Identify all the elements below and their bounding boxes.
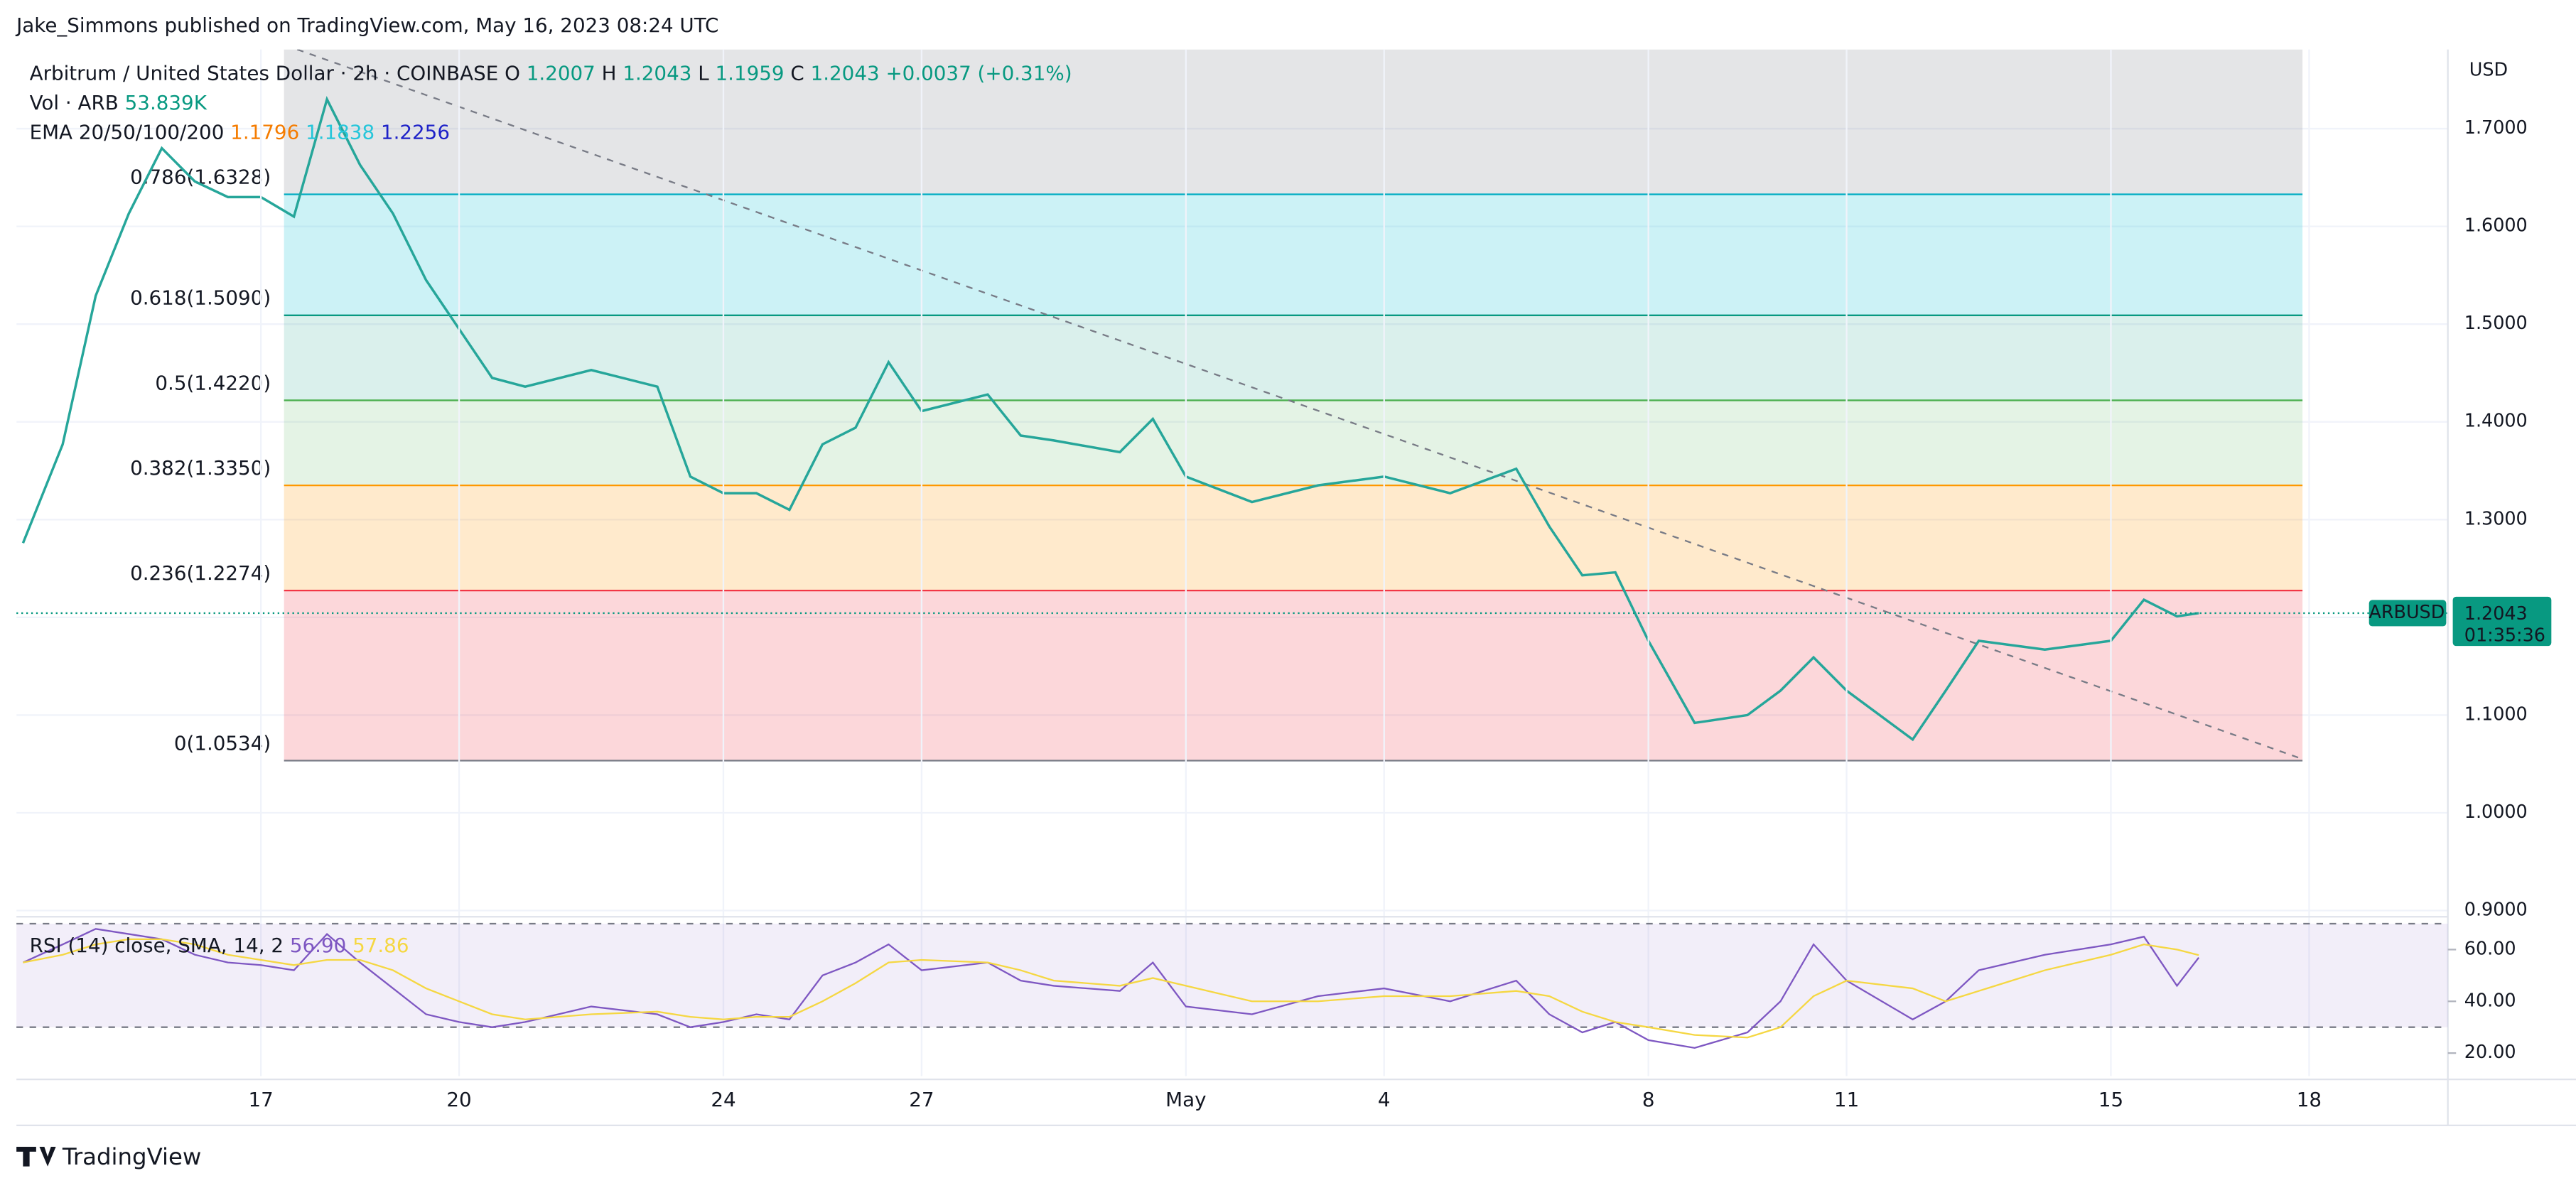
ema-value: 1.1796	[230, 121, 299, 144]
fib-band	[284, 49, 2303, 195]
ema-legend: EMA 20/50/100/200 1.1796 1.1838 1.2256	[30, 121, 450, 144]
ohlc-key: C	[790, 61, 804, 85]
ohlc-value: 1.2043	[811, 61, 880, 85]
x-tick-label: 27	[909, 1088, 934, 1111]
fib-label: 0.5(1.4220)	[155, 371, 271, 394]
ema-name: EMA 20/50/100/200	[30, 121, 225, 144]
fib-band	[284, 315, 2303, 401]
rsi-legend: RSI (14) close, SMA, 14, 2 56.90 57.86	[30, 934, 409, 957]
rsi-value: 56.90	[290, 934, 346, 957]
volume-legend: Vol · ARB 53.839K	[30, 91, 208, 114]
x-tick-label: 8	[1642, 1088, 1655, 1111]
x-tick-label: 11	[1834, 1088, 1859, 1111]
fib-band	[284, 485, 2303, 591]
series-line	[22, 928, 2200, 1049]
symbol-tag	[2368, 600, 2447, 627]
y-tick-label: 1.7000	[2464, 117, 2528, 138]
ohlc-value: 1.1959	[715, 61, 784, 85]
symbol-tag-label: ARBUSD	[2368, 601, 2445, 622]
fib-band	[284, 400, 2303, 486]
volume-name: Vol · ARB	[30, 91, 119, 114]
x-tick-label: May	[1165, 1088, 1206, 1111]
ema-value: 1.1838	[306, 121, 374, 144]
fib-label: 0.618(1.5090)	[130, 286, 271, 310]
ohlc-value: 1.2043	[623, 61, 691, 85]
rsi-tick-label: 40.00	[2464, 989, 2516, 1010]
change: +0.0037 (+0.31%)	[885, 61, 1072, 85]
ohlc-key: L	[698, 61, 709, 85]
series-line	[21, 96, 2199, 742]
plot-area: 0.786(1.6328)0.618(1.5090)0.5(1.4220)0.3…	[16, 49, 2448, 1076]
x-tick-label: 15	[2098, 1088, 2123, 1111]
ohlc-value: 1.2007	[527, 61, 596, 85]
price-tag-countdown: 01:35:36	[2464, 624, 2545, 645]
fib-label: 0.236(1.2274)	[130, 561, 271, 585]
y-tick-label: 1.1000	[2464, 703, 2528, 724]
rsi-tick-label: 20.00	[2464, 1041, 2516, 1062]
y-tick-label: 1.6000	[2464, 215, 2528, 236]
ohlc-key: O	[505, 61, 520, 85]
y-tick-label: 0.9000	[2464, 899, 2528, 920]
volume-value: 53.839K	[125, 91, 208, 114]
symbol: Arbitrum / United States Dollar · 2h · C…	[30, 61, 499, 85]
rsi-value: 57.86	[352, 934, 409, 957]
fib-label: 0.382(1.3350)	[130, 456, 271, 480]
publisher-header: Jake_Simmons published on TradingView.co…	[15, 14, 718, 37]
ohlc-key: H	[602, 61, 617, 85]
fib-band	[284, 590, 2303, 761]
symbol-legend: Arbitrum / United States Dollar · 2h · C…	[30, 61, 1072, 85]
price-pane: 0.786(1.6328)0.618(1.5090)0.5(1.4220)0.3…	[16, 49, 2448, 912]
y-unit: USD	[2469, 59, 2508, 80]
y-tick-label: 1.5000	[2464, 312, 2528, 333]
x-tick-label: 24	[711, 1088, 735, 1111]
y-tick-label: 1.0000	[2464, 801, 2528, 822]
fib-band	[284, 194, 2303, 315]
x-tick-label: 18	[2297, 1088, 2322, 1111]
series-line	[23, 938, 2199, 1039]
y-tick-label: 1.4000	[2464, 410, 2528, 431]
price-tag-value: 1.2043	[2464, 603, 2528, 624]
price-tag	[2452, 596, 2552, 647]
footer-brand: TradingView	[62, 1143, 202, 1170]
fib-label: 0(1.0534)	[174, 731, 271, 755]
x-tick-label: 20	[446, 1088, 471, 1111]
rsi-title: RSI (14) close, SMA, 14, 2	[30, 934, 284, 957]
ema-value: 1.2256	[381, 121, 450, 144]
x-tick-label: 17	[248, 1088, 273, 1111]
x-tick-label: 4	[1378, 1088, 1391, 1111]
rsi-tick-label: 60.00	[2464, 937, 2516, 958]
y-tick-label: 1.3000	[2464, 507, 2528, 529]
